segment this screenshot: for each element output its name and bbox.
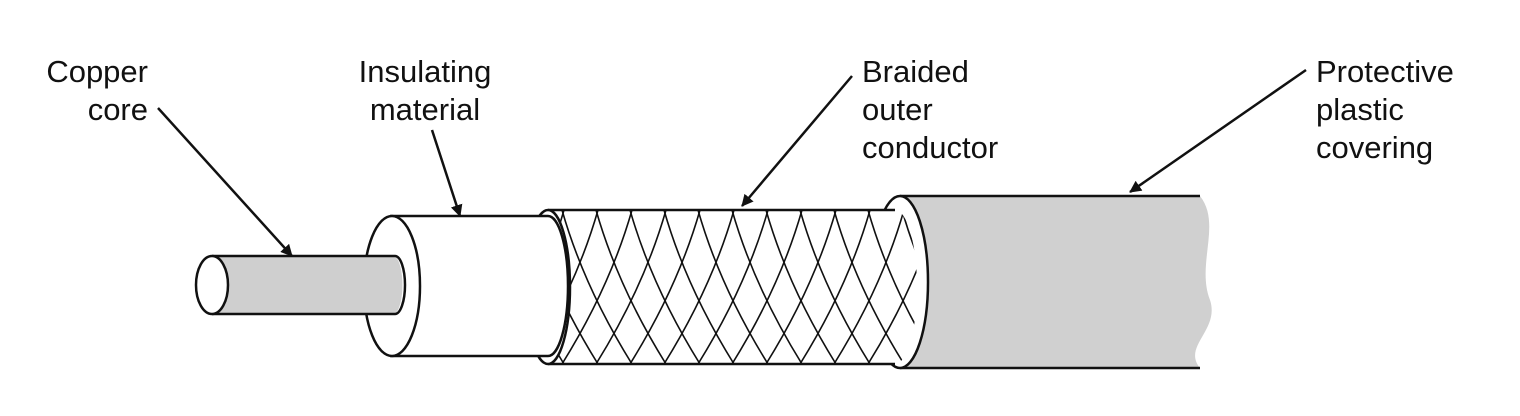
arrow-braided-conductor: [741, 75, 853, 207]
label-copper-core: Copper core: [0, 53, 148, 129]
braid-strand: [765, 210, 837, 364]
braid-strand: [731, 210, 803, 364]
braid-strand: [663, 210, 735, 364]
braid-strand: [561, 210, 633, 364]
braid-strand: [799, 210, 871, 364]
braid-strand: [697, 210, 769, 364]
label-protective-line2: plastic: [1316, 92, 1404, 127]
protective-jacket: [870, 194, 1212, 370]
label-insulating-material-line1: Insulating: [358, 54, 492, 89]
label-protective-line1: Protective: [1316, 54, 1454, 89]
braid-strand: [867, 210, 917, 364]
braid-strand: [833, 210, 905, 364]
insulation-far-edge: [547, 214, 570, 358]
braid-strand: [833, 210, 905, 364]
label-braided-line2: outer: [862, 92, 933, 127]
arrow-copper-core: [157, 107, 293, 257]
braid-strand: [561, 210, 633, 364]
braid-strand: [731, 210, 803, 364]
copper-cut-end: [194, 254, 230, 316]
braid-strand: [867, 210, 917, 364]
braid-strand: [595, 210, 667, 364]
braid-strand: [629, 210, 701, 364]
label-braided-outer-conductor: Braided outer conductor: [862, 53, 1062, 167]
braid-strand: [799, 210, 871, 364]
label-protective-plastic-covering: Protective plastic covering: [1316, 53, 1516, 167]
arrow-protective-covering: [1129, 68, 1307, 194]
copper-core-body: [212, 256, 403, 314]
label-braided-line3: conductor: [862, 130, 999, 165]
label-copper-core-line1: Copper: [46, 54, 148, 89]
label-braided-line1: Braided: [862, 54, 969, 89]
label-protective-line3: covering: [1316, 130, 1434, 165]
jacket-body: [900, 196, 1212, 368]
braid-strand: [765, 210, 837, 364]
braid-strand: [629, 210, 701, 364]
label-copper-core-line2: core: [87, 92, 148, 127]
braid-strand: [663, 210, 735, 364]
braid-strand: [595, 210, 667, 364]
label-insulating-material: Insulating material: [330, 53, 520, 129]
copper-core: [194, 254, 407, 316]
braid-body: [548, 210, 917, 364]
copper-far-edge: [394, 254, 407, 316]
braid-strand: [901, 210, 917, 364]
arrow-insulating-material: [430, 129, 463, 217]
leader-arrows: [157, 68, 1307, 257]
insulation-body: [390, 216, 548, 356]
braid-strand: [697, 210, 769, 364]
label-insulating-material-line2: material: [369, 92, 481, 127]
